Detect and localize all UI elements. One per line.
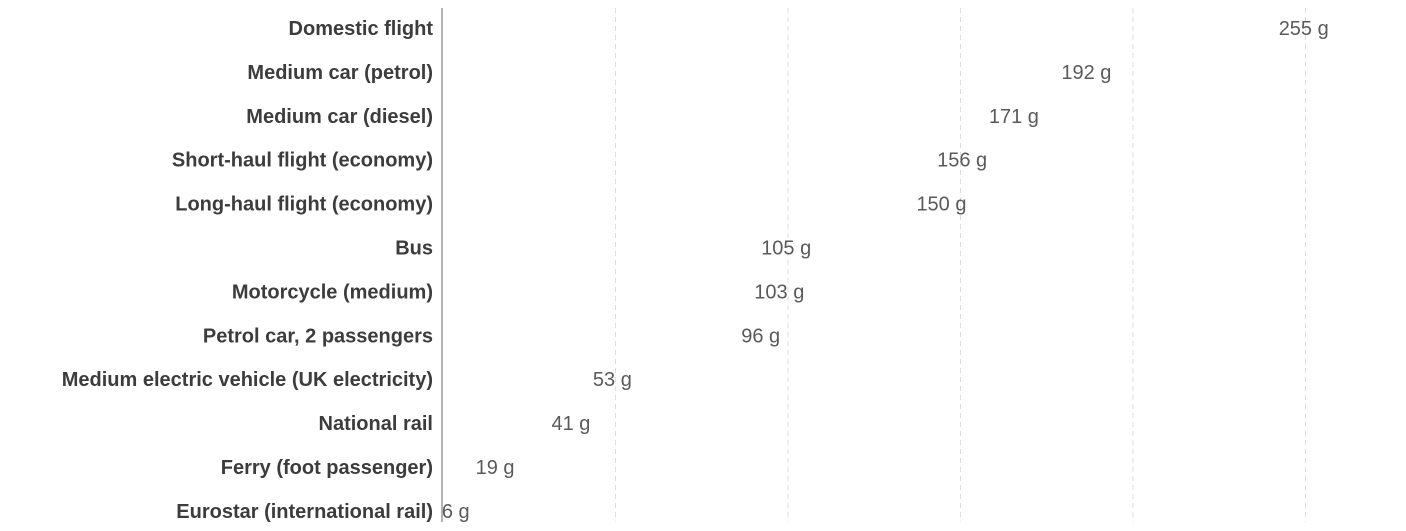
- category-labels: Domestic flight Medium car (petrol) Medium…: [62, 18, 434, 523]
- category-label: Domestic flight: [289, 18, 434, 40]
- category-label: Medium car (diesel): [246, 106, 433, 128]
- category-label: Ferry (foot passenger): [221, 457, 433, 479]
- category-label: Medium car (petrol): [247, 62, 433, 84]
- value-label: 41 g: [552, 413, 591, 435]
- category-label: National rail: [319, 413, 433, 435]
- grid-lines: [615, 8, 1306, 522]
- value-label: 53 g: [593, 369, 632, 391]
- category-label: Short-haul flight (economy): [172, 150, 433, 172]
- value-label: 255 g: [1279, 18, 1329, 40]
- category-label: Bus: [395, 238, 433, 260]
- category-label: Petrol car, 2 passengers: [203, 325, 433, 347]
- category-label: Medium electric vehicle (UK electricity): [62, 369, 433, 391]
- value-label: 156 g: [937, 150, 987, 172]
- value-label: 150 g: [916, 194, 966, 216]
- value-label: 103 g: [754, 281, 804, 303]
- value-label: 105 g: [761, 238, 811, 260]
- category-label: Long-haul flight (economy): [175, 194, 433, 216]
- value-label: 171 g: [989, 106, 1039, 128]
- category-label: Eurostar (international rail): [176, 501, 433, 523]
- value-label: 96 g: [741, 325, 780, 347]
- category-label: Motorcycle (medium): [232, 281, 433, 303]
- value-label: 19 g: [476, 457, 515, 479]
- value-label: 6 g: [442, 501, 470, 523]
- value-label: 192 g: [1061, 62, 1111, 84]
